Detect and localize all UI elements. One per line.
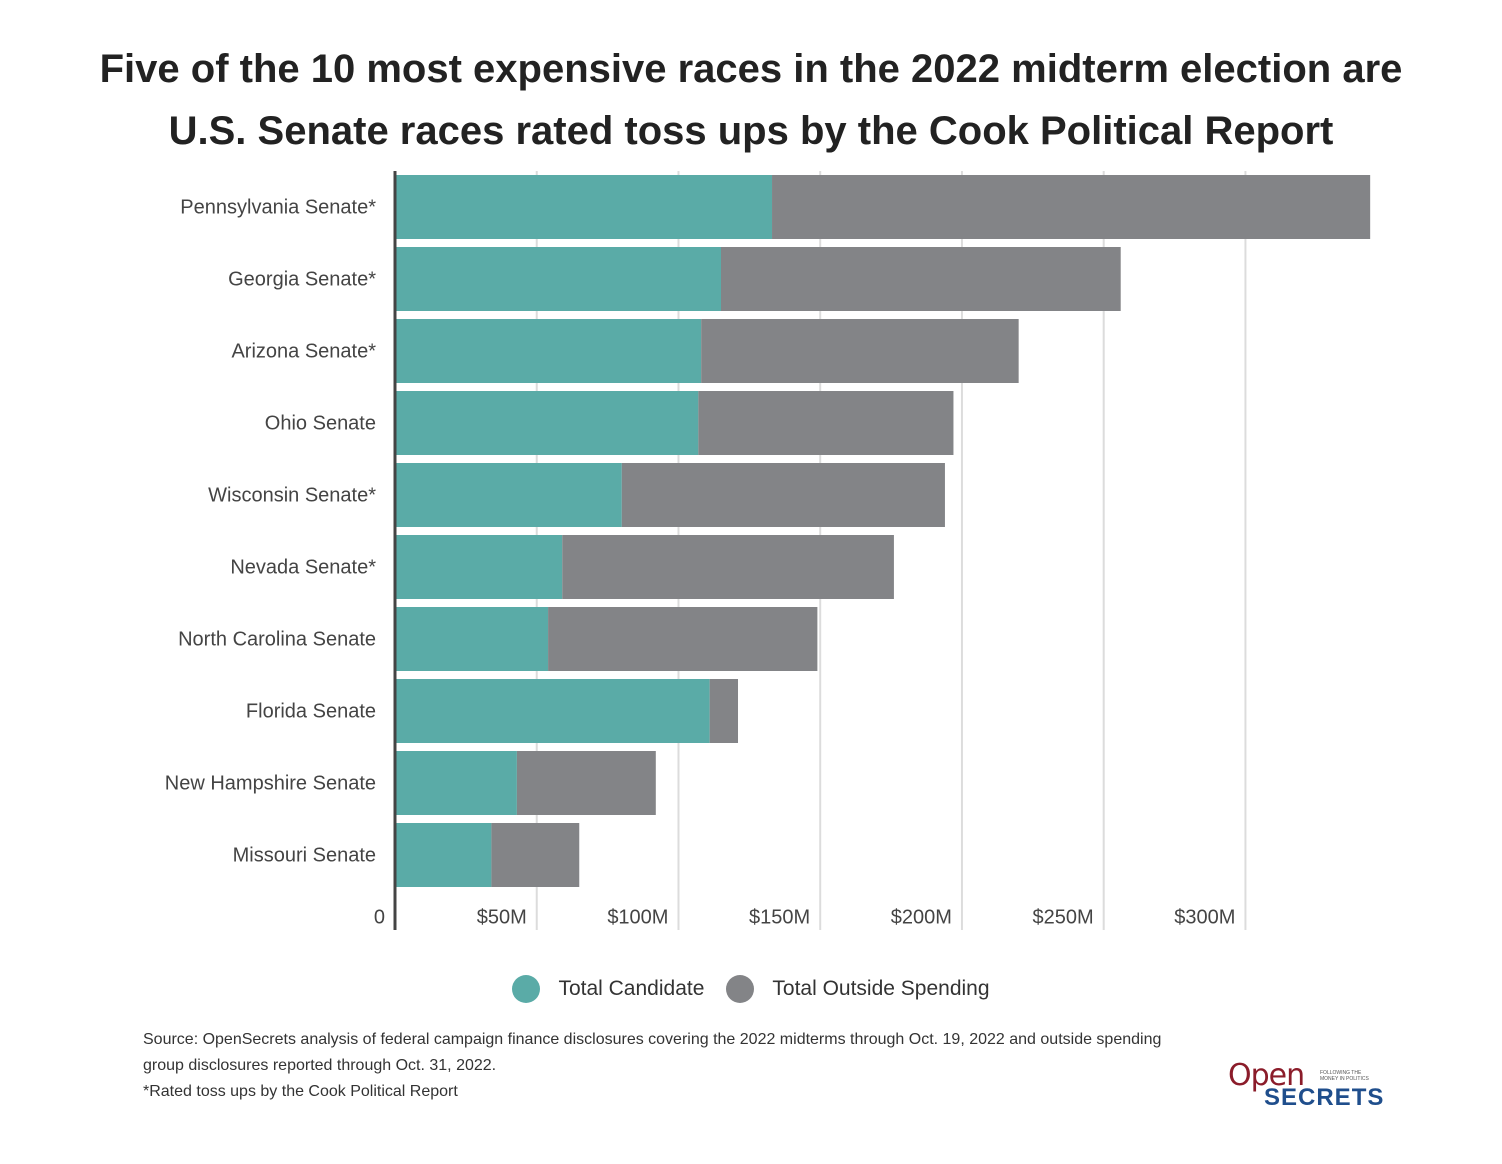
x-tick-label: $100M — [607, 906, 668, 928]
bar-segment — [395, 391, 699, 455]
bar-segment — [709, 679, 739, 743]
x-tick-label: $50M — [477, 906, 527, 928]
bar-segment — [698, 391, 954, 455]
logo-bottom: SECRETS — [1264, 1084, 1385, 1111]
y-tick-label: Arizona Senate* — [231, 340, 376, 363]
bar-segment — [562, 535, 894, 599]
bar-segment — [395, 535, 563, 599]
y-tick-label: Pennsylvania Senate* — [180, 196, 376, 219]
x-tick-label: 0 — [374, 906, 385, 928]
x-tick-label: $200M — [891, 906, 952, 928]
bar-segment — [491, 823, 580, 887]
logo: Open FOLLOWING THE MONEY IN POLITICS SEC… — [1228, 1058, 1383, 1111]
notes: Source: OpenSecrets analysis of federal … — [143, 1027, 1203, 1105]
y-tick-label: Georgia Senate* — [228, 268, 376, 291]
y-tick-label: Nevada Senate* — [230, 556, 376, 579]
y-tick-label: North Carolina Senate — [178, 628, 376, 651]
legend: Total Candidate Total Outside Spending — [0, 975, 1502, 1003]
source-note: Source: OpenSecrets analysis of federal … — [143, 1031, 1162, 1074]
bar-segment — [516, 751, 656, 815]
x-tick-label: $250M — [1033, 906, 1094, 928]
y-tick-label: Wisconsin Senate* — [208, 484, 376, 507]
bar-segment — [395, 247, 721, 311]
chart-title: Five of the 10 most expensive races in t… — [99, 47, 1403, 153]
legend-item: Total Candidate — [512, 975, 704, 1003]
legend-swatch — [726, 975, 755, 1003]
bar-segment — [548, 607, 818, 671]
legend-label: Total Candidate — [558, 977, 705, 1000]
bar-segment — [721, 247, 1121, 311]
x-tick-label: $300M — [1174, 906, 1235, 928]
bar-segment — [701, 319, 1019, 383]
bar-segment — [621, 463, 945, 527]
bar-segment — [395, 175, 773, 239]
bar-segment — [395, 823, 492, 887]
footnote: *Rated toss ups by the Cook Political Re… — [143, 1083, 458, 1100]
y-tick-label: Ohio Senate — [264, 412, 376, 435]
legend-label: Total Outside Spending — [772, 977, 990, 1000]
bar-segment — [772, 175, 1371, 239]
legend-item: Total Outside Spending — [726, 975, 990, 1003]
bar-segment — [395, 679, 710, 743]
logo-top: Open — [1228, 1058, 1305, 1093]
y-tick-label: Missouri Senate — [232, 844, 376, 867]
y-tick-label: Florida Senate — [245, 700, 376, 723]
y-tick-label: New Hampshire Senate — [164, 772, 376, 795]
bar-segment — [395, 319, 702, 383]
logo-tagline: FOLLOWING THE MONEY IN POLITICS — [1320, 1070, 1369, 1082]
x-tick-label: $150M — [749, 906, 810, 928]
bar-segment — [395, 463, 622, 527]
bar-segment — [395, 751, 517, 815]
legend-swatch — [512, 975, 541, 1003]
bar-segment — [395, 607, 549, 671]
